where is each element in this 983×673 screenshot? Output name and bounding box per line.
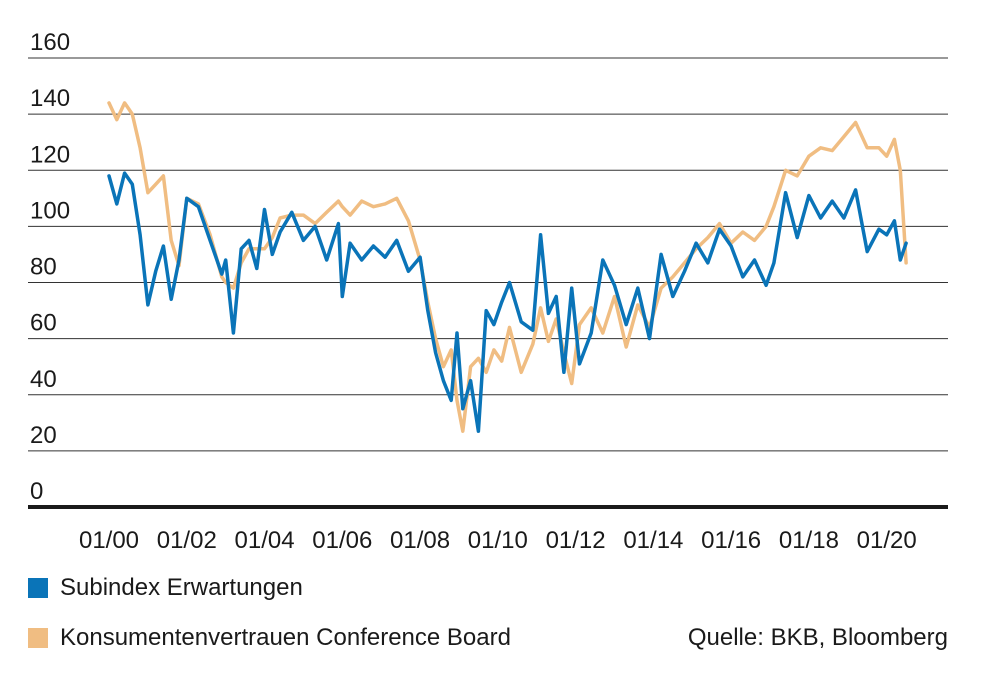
x-tick-labels: 01/00 01/02 01/04 01/06 01/08 01/10 01/12 01/14…	[79, 527, 917, 554]
y-tick-label: 80	[30, 254, 57, 281]
x-tick-label: 01/10	[468, 527, 528, 554]
series-line-konsumentenvertrauen	[107, 101, 908, 433]
x-tick-label: 01/20	[857, 527, 917, 554]
legend-item-konsumentenvertrauen: Konsumentenvertrauen Conference Board	[28, 624, 511, 652]
x-tick-label: 01/18	[779, 527, 839, 554]
y-tick-label: 40	[30, 366, 57, 393]
x-tick-label: 01/04	[235, 527, 295, 554]
series-line-subindex-erwartungen	[107, 171, 908, 433]
y-tick-label: 0	[30, 478, 43, 505]
y-tick-label: 160	[30, 29, 70, 56]
y-tick-label: 120	[30, 141, 70, 168]
x-tick-label: 01/12	[546, 527, 606, 554]
series-lines	[107, 101, 908, 433]
source-note: Quelle: BKB, Bloomberg	[687, 624, 948, 651]
legend-label-konsumentenvertrauen: Konsumentenvertrauen Conference Board	[60, 624, 511, 651]
x-tick-label: 01/16	[701, 527, 761, 554]
y-tick-labels: 0 20 40 60 80 100 120 140 160	[30, 29, 70, 505]
y-tick-label: 20	[30, 422, 57, 449]
legend-swatch-orange	[28, 628, 48, 648]
legend-swatch-blue	[28, 578, 48, 598]
x-tick-label: 01/00	[79, 527, 139, 554]
x-tick-label: 01/08	[390, 527, 450, 554]
x-tick-label: 01/06	[312, 527, 372, 554]
legend-label-subindex-erwartungen: Subindex Erwartungen	[60, 574, 303, 601]
y-tick-label: 140	[30, 85, 70, 112]
grid-lines	[28, 57, 948, 452]
x-tick-label: 01/14	[623, 527, 683, 554]
x-tick-label: 01/02	[157, 527, 217, 554]
legend-item-subindex-erwartungen: Subindex Erwartungen	[28, 574, 303, 602]
y-tick-label: 60	[30, 310, 57, 337]
y-tick-label: 100	[30, 197, 70, 224]
